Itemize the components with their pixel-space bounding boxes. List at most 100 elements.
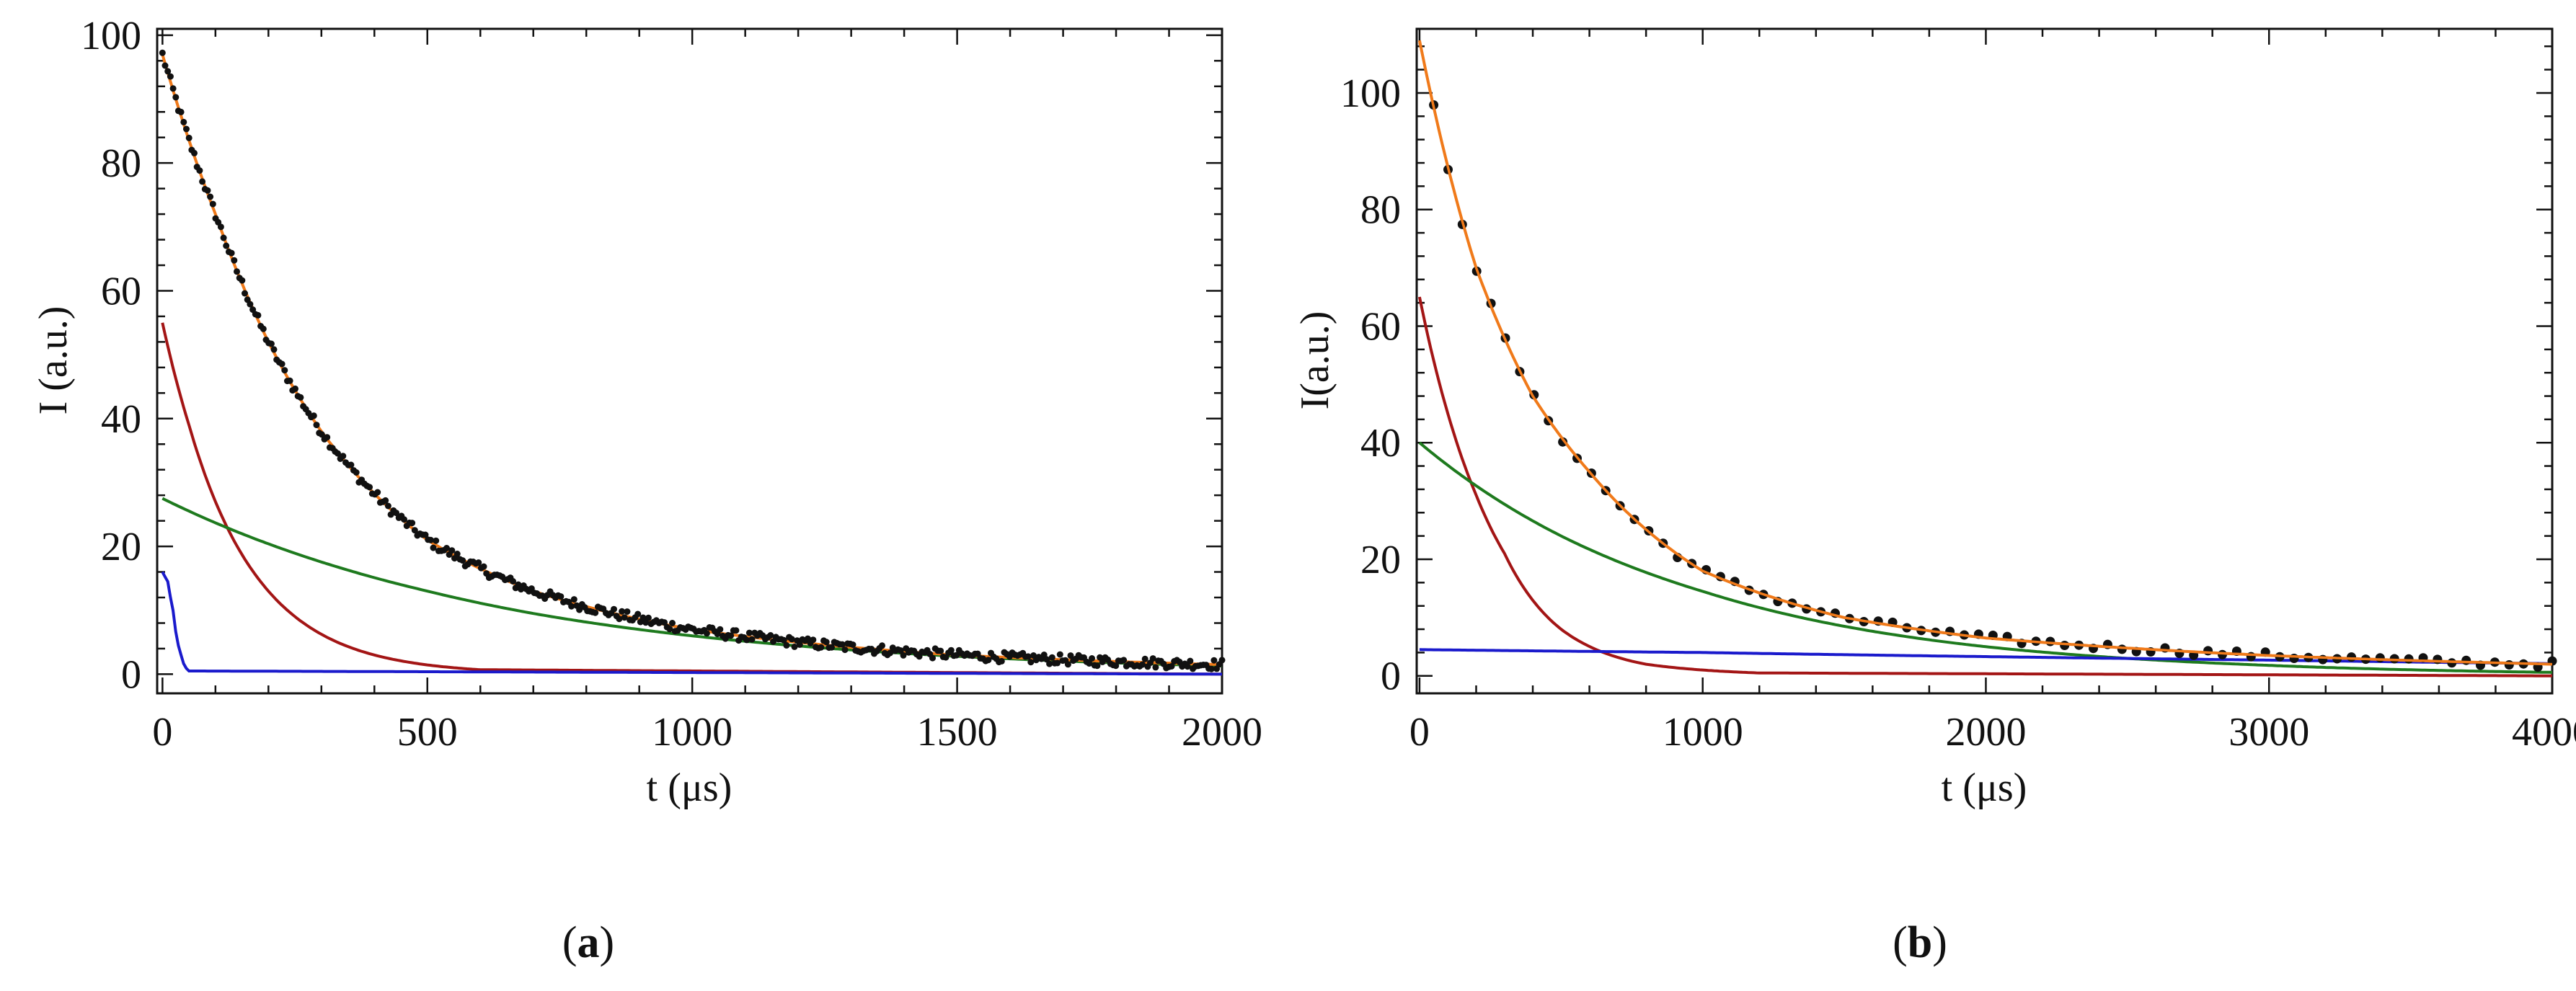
data-point [411, 527, 418, 534]
y-tick-label: 60 [101, 269, 141, 314]
data-point [1558, 437, 1568, 447]
data-point [727, 632, 735, 639]
panel-a-x-axis-title: t (μs) [647, 765, 732, 810]
data-point [1141, 655, 1148, 662]
data-point [1208, 665, 1215, 672]
data-point [985, 657, 992, 664]
data-point [645, 614, 652, 621]
panel-a-y-axis-title: I (a.u.) [31, 306, 76, 415]
data-point [2117, 644, 2127, 654]
y-tick-label: 40 [1360, 421, 1401, 466]
data-point [621, 614, 628, 621]
data-point [281, 367, 288, 374]
data-point [1094, 662, 1101, 670]
data-point [780, 636, 787, 644]
y-tick-label: 80 [1360, 188, 1401, 233]
y-tick-label: 100 [81, 14, 141, 58]
data-point [592, 609, 599, 616]
data-point [947, 646, 955, 654]
data-point [783, 641, 790, 649]
panel-a-label: (a) [562, 918, 614, 967]
data-point [384, 502, 391, 510]
data-point [180, 118, 187, 125]
data-point [480, 563, 487, 570]
panel-b-y-axis-title: I(a.u.) [1293, 311, 1337, 410]
data-point [796, 641, 803, 648]
panel-a-tick-labels: 0 500 1000 1500 2000 0 20 40 60 80 100 [81, 14, 1262, 755]
data-point [810, 636, 817, 644]
data-point [897, 647, 904, 654]
data-point [260, 325, 267, 332]
x-tick-label: 0 [1409, 710, 1430, 755]
data-point [209, 200, 216, 208]
data-point [239, 277, 246, 284]
data-point [639, 614, 647, 621]
data-point [169, 85, 177, 92]
x-tick-label: 1000 [1663, 710, 1743, 755]
data-point [2375, 653, 2385, 663]
data-point [393, 510, 399, 517]
panel-a-chart: 0 500 1000 1500 2000 0 20 40 60 80 100 t (μs) I (a… [31, 14, 1262, 967]
data-point [841, 646, 849, 654]
data-point [1149, 655, 1156, 662]
data-point [624, 608, 631, 616]
panel-b-data-points [1418, 40, 2557, 672]
data-point [745, 629, 753, 636]
data-point [510, 578, 516, 585]
data-point [791, 643, 798, 650]
data-point [161, 62, 169, 69]
data-point [340, 453, 347, 460]
panel-b-label: (b) [1893, 918, 1947, 967]
data-point [937, 647, 944, 654]
data-point [568, 603, 575, 610]
data-point [191, 149, 198, 156]
data-point [318, 431, 325, 438]
y-tick-label: 100 [1340, 71, 1401, 116]
data-point [204, 187, 211, 194]
data-point [167, 73, 174, 80]
data-point [475, 559, 482, 566]
data-point [1054, 659, 1061, 667]
data-point [570, 596, 577, 603]
data-point [576, 606, 583, 613]
series-line-component-2 [1418, 441, 2553, 674]
data-point [1112, 662, 1120, 670]
data-point [828, 644, 835, 651]
data-point [443, 545, 450, 551]
data-point [788, 636, 795, 643]
data-point [164, 68, 172, 75]
data-point [953, 652, 960, 659]
data-point [732, 627, 740, 634]
data-point [1086, 660, 1093, 667]
data-point [1027, 659, 1035, 666]
data-point [270, 346, 278, 353]
data-point [353, 469, 360, 476]
data-point [172, 94, 180, 101]
data-point [2404, 654, 2414, 664]
data-point [459, 557, 466, 564]
data-point [382, 497, 389, 504]
data-point [767, 632, 774, 639]
data-point [1218, 657, 1226, 664]
x-tick-label: 3000 [2228, 710, 2309, 755]
y-tick-label: 0 [121, 652, 141, 697]
data-point [196, 167, 203, 174]
data-point [2504, 660, 2514, 670]
y-tick-label: 20 [101, 525, 141, 569]
data-point [2433, 654, 2443, 665]
data-point [292, 385, 298, 392]
data-point [448, 547, 456, 554]
data-point [1064, 661, 1071, 668]
data-point [286, 377, 293, 384]
data-point [366, 484, 373, 491]
data-point [409, 520, 416, 527]
data-point [2347, 652, 2356, 662]
data-point [1187, 657, 1194, 665]
data-point [427, 536, 434, 543]
data-point [220, 234, 227, 241]
series-line-component-3 [161, 571, 1222, 676]
x-tick-label: 2000 [1945, 710, 2026, 755]
y-tick-label: 0 [1381, 654, 1401, 699]
